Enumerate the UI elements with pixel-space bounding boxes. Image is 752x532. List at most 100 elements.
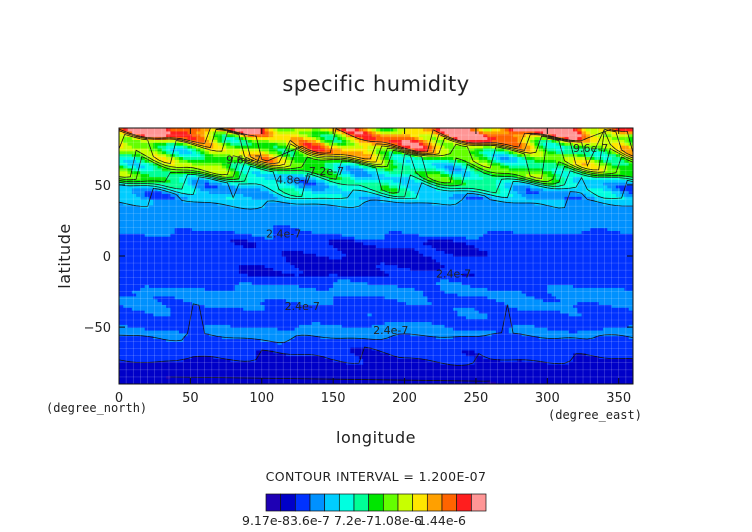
field-cell (166, 347, 171, 351)
field-cell (525, 375, 531, 379)
field-cell (290, 329, 296, 334)
field-cell (598, 375, 604, 379)
field-cell (178, 324, 184, 328)
field-cell (577, 358, 583, 362)
field-cell (388, 375, 394, 379)
field-cell (513, 366, 518, 371)
field-cell (123, 378, 129, 382)
field-cell (144, 338, 150, 342)
field-cell (504, 327, 510, 331)
field-cell (243, 366, 249, 371)
field-cell (423, 335, 428, 340)
field-cell (457, 349, 463, 354)
field-cell (465, 329, 471, 334)
field-cell (337, 344, 343, 348)
field-cell (358, 369, 364, 374)
field-cell (376, 369, 381, 374)
field-cell (461, 349, 467, 354)
field-cell (435, 378, 441, 382)
field-cell (568, 327, 574, 331)
field-cell (221, 329, 227, 334)
field-cell (423, 329, 428, 334)
field-cell (260, 378, 266, 382)
field-cell (367, 338, 373, 342)
field-cell (328, 352, 334, 357)
field-cell (453, 369, 458, 374)
field-cell (307, 358, 313, 362)
field-cell (538, 344, 544, 348)
field-cell (183, 381, 189, 384)
field-cell (316, 327, 321, 331)
field-cell (294, 372, 300, 377)
field-cell (341, 327, 347, 331)
field-cell (196, 332, 201, 337)
field-cell (568, 381, 574, 384)
field-cell (376, 361, 381, 365)
field-cell (234, 344, 240, 348)
field-cell (230, 381, 236, 384)
field-cell (551, 378, 557, 382)
field-cell (405, 347, 411, 351)
field-cell (153, 381, 159, 384)
field-cell (530, 378, 536, 382)
field-cell (204, 372, 210, 377)
field-cell (123, 358, 129, 362)
field-cell (127, 375, 133, 379)
field-cell (577, 347, 583, 351)
field-cell (286, 344, 291, 348)
field-cell (530, 349, 536, 354)
field-cell (457, 352, 463, 357)
field-cell (525, 335, 531, 340)
field-cell (534, 366, 540, 371)
field-cell (127, 349, 133, 354)
field-cell (448, 341, 454, 345)
field-cell (354, 375, 360, 379)
field-cell (157, 327, 163, 331)
field-cell (564, 361, 570, 365)
field-cell (380, 338, 386, 342)
field-cell (174, 335, 180, 340)
field-cell (423, 332, 428, 337)
field-cell (594, 347, 600, 351)
field-cell (294, 347, 300, 351)
field-cell (234, 361, 240, 365)
field-cell (465, 324, 471, 328)
field-cell (380, 329, 386, 334)
field-cell (153, 329, 159, 334)
field-cell (264, 352, 270, 357)
field-cell (281, 341, 287, 345)
field-cell (478, 349, 484, 354)
field-cell (401, 341, 407, 345)
field-cell (264, 372, 270, 377)
field-cell (427, 324, 433, 328)
field-cell (191, 355, 197, 359)
field-cell (157, 369, 163, 374)
field-cell (166, 375, 171, 379)
field-cell (238, 327, 244, 331)
field-cell (376, 324, 381, 328)
field-cell (371, 324, 377, 328)
field-cell (337, 352, 343, 357)
field-cell (495, 329, 501, 334)
field-cell (611, 335, 617, 340)
field-cell (264, 369, 270, 374)
field-cell (418, 361, 424, 365)
field-cell (397, 369, 403, 374)
field-cell (251, 329, 257, 334)
field-cell (367, 364, 373, 368)
field-cell (585, 335, 591, 340)
field-cell (217, 364, 223, 368)
field-cell (457, 366, 463, 371)
field-cell (333, 381, 339, 384)
field-cell (123, 375, 129, 379)
field-cell (508, 347, 514, 351)
field-cell (397, 381, 403, 384)
field-cell (457, 364, 463, 368)
field-cell (487, 378, 493, 382)
field-cell (594, 344, 600, 348)
field-cell (423, 344, 428, 348)
field-cell (538, 341, 544, 345)
field-cell (286, 329, 291, 334)
field-cell (311, 358, 317, 362)
field-cell (161, 324, 167, 328)
